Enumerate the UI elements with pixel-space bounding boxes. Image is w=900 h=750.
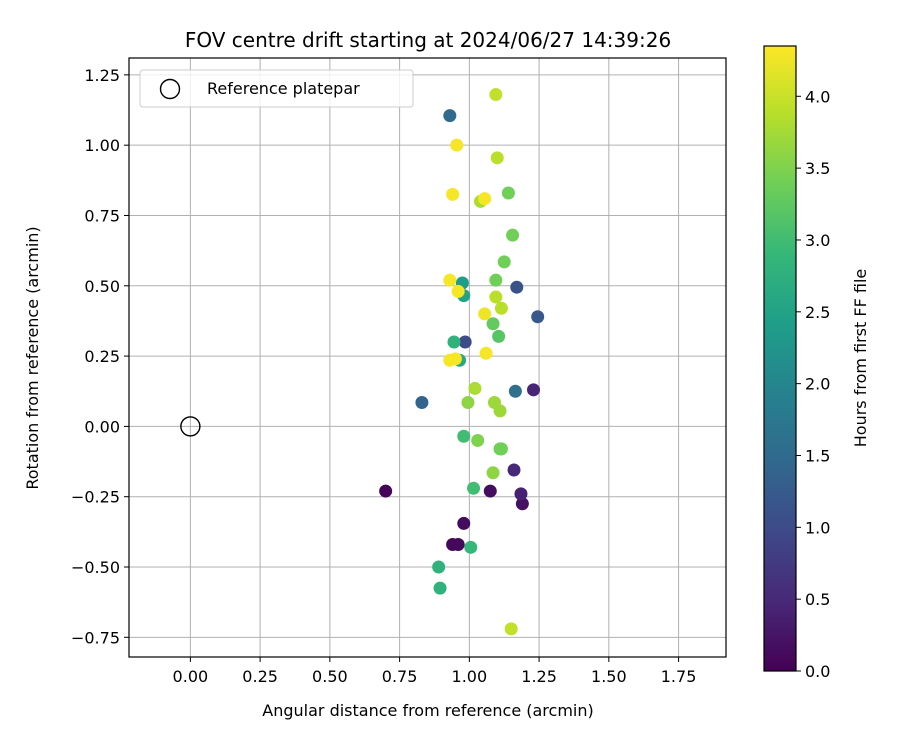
x-tick-label: 0.75	[382, 667, 418, 686]
colorbar-tick-label: 3.0	[805, 231, 830, 250]
data-point	[494, 301, 508, 315]
data-point	[451, 284, 465, 298]
y-tick-label: 0.75	[84, 206, 120, 225]
legend-box	[139, 69, 414, 108]
x-tick-label: 1.00	[452, 667, 488, 686]
data-point	[443, 109, 457, 123]
data-point	[494, 442, 508, 456]
y-axis-ticks: 1.25 1.00 0.75 0.50 0.25 0.00 −0.25 −0.50 −0.75	[71, 66, 129, 647]
data-point	[447, 335, 461, 349]
legend-label: Reference platepar	[207, 79, 360, 98]
data-point	[508, 384, 522, 398]
data-point	[490, 151, 504, 165]
y-tick-label: 0.00	[84, 417, 120, 436]
y-tick-label: 0.50	[84, 277, 120, 296]
x-axis-ticks: 0.00 0.25 0.50 0.75 1.00 1.25 1.50 1.75	[173, 657, 697, 686]
data-point	[471, 433, 485, 447]
data-point	[379, 484, 393, 498]
colorbar-tick-label: 2.5	[805, 303, 830, 322]
data-point	[468, 381, 482, 395]
reference-platepar-marker	[180, 416, 201, 437]
data-point	[448, 352, 462, 366]
legend-marker-icon	[159, 78, 181, 100]
data-point	[486, 317, 500, 331]
data-point	[486, 466, 500, 480]
data-point	[489, 290, 503, 304]
grid-lines	[129, 58, 726, 657]
data-point	[467, 481, 481, 495]
colorbar-tick-label: 3.5	[805, 159, 830, 178]
data-point	[478, 192, 492, 206]
data-point	[527, 383, 541, 397]
data-point	[451, 538, 465, 552]
plot-frame	[128, 57, 727, 658]
y-tick-label: 1.25	[84, 66, 120, 85]
data-point	[497, 255, 511, 269]
data-point	[464, 540, 478, 554]
colorbar-tick-label: 4.0	[805, 87, 830, 106]
data-point	[515, 497, 529, 511]
colorbar-tick-label: 1.0	[805, 518, 830, 537]
data-point	[493, 404, 507, 418]
colorbar-frame	[763, 45, 797, 672]
data-point	[531, 310, 545, 324]
colorbar-tick-label: 0.0	[805, 662, 830, 681]
chart-title: FOV centre drift starting at 2024/06/27 …	[185, 28, 671, 52]
colorbar-label: Hours from first FF file	[851, 269, 870, 448]
x-tick-label: 0.50	[312, 667, 348, 686]
data-point	[506, 228, 520, 242]
colorbar-tick-label: 1.5	[805, 446, 830, 465]
x-tick-label: 0.25	[242, 667, 278, 686]
data-point	[432, 560, 446, 574]
y-tick-label: −0.25	[71, 488, 120, 507]
data-point	[483, 484, 497, 498]
data-point	[489, 88, 503, 102]
x-tick-label: 1.75	[661, 667, 697, 686]
data-point	[443, 273, 457, 287]
colorbar-ticks: 0.0 0.5 1.0 1.5 2.0 2.5 3.0 3.5 4.0	[796, 87, 830, 681]
data-point	[450, 138, 464, 152]
y-axis-label: Rotation from reference (arcmin)	[23, 226, 42, 489]
data-point	[433, 581, 447, 595]
data-point	[501, 186, 515, 200]
data-point	[492, 329, 506, 343]
data-point	[510, 280, 524, 294]
data-point	[415, 395, 429, 409]
colorbar	[764, 46, 796, 671]
colorbar-tick-label: 2.0	[805, 375, 830, 394]
data-point	[504, 622, 518, 636]
x-tick-label: 0.00	[173, 667, 209, 686]
x-axis-label: Angular distance from reference (arcmin)	[262, 701, 593, 720]
data-point	[446, 187, 460, 201]
data-point	[479, 346, 493, 360]
scatter-points	[379, 88, 545, 636]
legend: Reference platepar	[139, 69, 414, 108]
x-tick-label: 1.50	[591, 667, 627, 686]
data-point	[514, 487, 528, 501]
data-point	[457, 429, 471, 443]
x-tick-label: 1.25	[521, 667, 557, 686]
y-tick-label: 0.25	[84, 347, 120, 366]
data-point	[489, 273, 503, 287]
y-tick-label: 1.00	[84, 136, 120, 155]
colorbar-tick-label: 0.5	[805, 590, 830, 609]
data-point	[478, 307, 492, 321]
y-tick-label: −0.75	[71, 628, 120, 647]
data-point	[507, 463, 521, 477]
data-point	[457, 516, 471, 530]
y-tick-label: −0.50	[71, 558, 120, 577]
data-point	[458, 335, 472, 349]
data-point	[461, 395, 475, 409]
